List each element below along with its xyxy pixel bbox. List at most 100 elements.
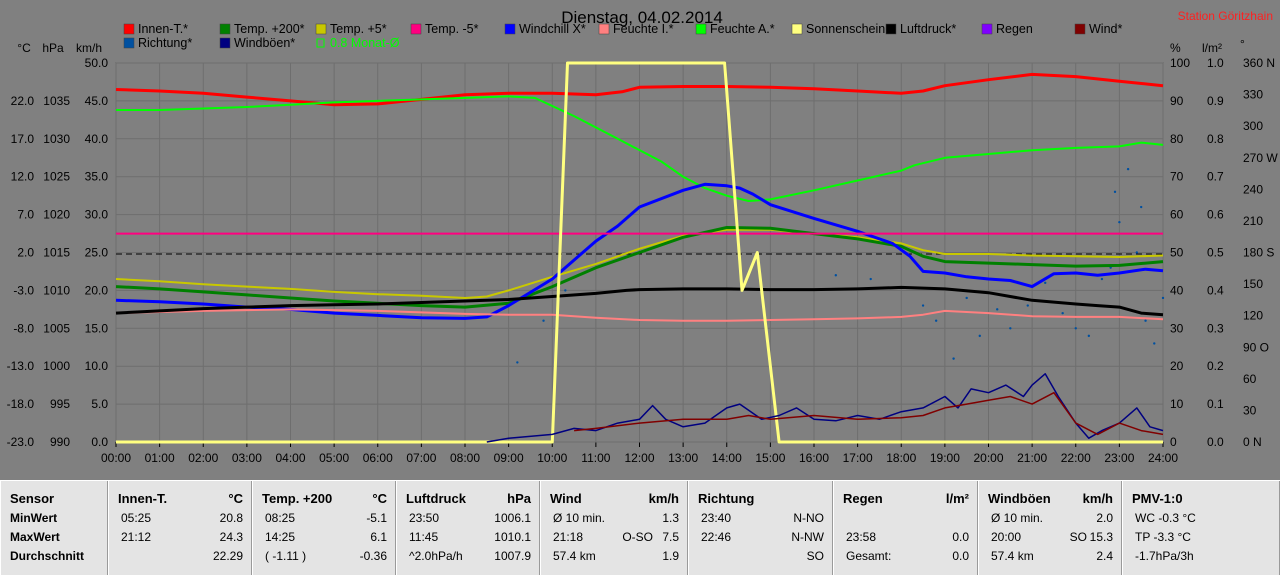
kmh-tick-label: 45.0 — [85, 94, 109, 108]
stats-time: WC -0.3 °C — [1135, 511, 1196, 525]
legend-label: Temp. +5* — [330, 22, 387, 36]
legend-swatch — [410, 23, 422, 35]
stats-value: 6.1 — [370, 530, 387, 544]
legend-swatch — [598, 23, 610, 35]
direction-dot — [1074, 327, 1077, 330]
legend-label: Innen-T.* — [138, 22, 188, 36]
deg-tick-label: 270 W — [1243, 151, 1278, 165]
stats-panel-unit: km/h — [1082, 491, 1113, 506]
stats-time: 11:45 — [409, 530, 439, 544]
x-tick-label: 11:00 — [581, 451, 610, 465]
stats-panel-unit: km/h — [648, 491, 679, 506]
x-tick-label: 06:00 — [363, 451, 393, 465]
lm2-tick-label: 1.0 — [1207, 56, 1224, 70]
direction-dot — [921, 304, 925, 307]
hpa-tick-label: 1005 — [43, 321, 70, 335]
kmh-tick-label: 15.0 — [85, 321, 109, 335]
stats-value: 2.4 — [1096, 549, 1113, 563]
lm2-tick-label: 0.5 — [1207, 246, 1224, 260]
x-tick-label: 13:00 — [668, 451, 698, 465]
x-tick-label: 22:00 — [1061, 451, 1091, 465]
stats-time: 23:58 — [846, 530, 877, 544]
deg-tick-label: 120 — [1243, 309, 1263, 323]
pct-tick-label: 30 — [1170, 321, 1184, 335]
stats-time: Ø 10 min. — [553, 511, 606, 525]
x-tick-label: 19:00 — [930, 451, 960, 465]
legend-label: Temp. -5* — [425, 22, 479, 36]
x-tick-label: 01:00 — [145, 451, 175, 465]
direction-dot — [869, 277, 872, 281]
direction-dot — [1118, 220, 1121, 224]
deg-tick-label: 240 — [1243, 182, 1263, 196]
stats-panel-title: Sensor — [10, 491, 55, 506]
legend-label: Feuchte A.* — [710, 22, 775, 36]
stats-value: 1.9 — [662, 549, 679, 563]
x-tick-label: 03:00 — [232, 451, 262, 465]
direction-dot — [1153, 342, 1156, 345]
deg-tick-label: 0 N — [1243, 435, 1262, 449]
weather-chart: 00:00 01:00 02:00 03:00 04:00 05:00 06:00 07:00… — [6, 8, 1279, 465]
stats-row-label: MinWert — [10, 511, 58, 525]
unit-lm2-label: l/m² — [1202, 41, 1222, 55]
stats-extra: SO — [1069, 530, 1087, 544]
stats-panel-title: Innen-T. — [118, 491, 168, 506]
pct-tick-label: 70 — [1170, 170, 1184, 184]
deg-tick-label: 30 — [1243, 403, 1257, 417]
stats-time: 21:18 — [553, 530, 584, 544]
stats-value: 1007.9 — [494, 549, 531, 563]
lm2-tick-label: 0.9 — [1207, 94, 1224, 108]
series-line — [116, 95, 1164, 202]
temp-tick-label: -18.0 — [7, 397, 35, 411]
x-tick-label: 09:00 — [494, 451, 524, 465]
stats-value: -5.1 — [366, 511, 387, 525]
x-tick-label: 08:00 — [450, 451, 480, 465]
x-tick-label: 14:00 — [712, 451, 742, 465]
stats-panel-title: Richtung — [698, 491, 755, 506]
deg-tick-label: 60 — [1243, 372, 1257, 386]
legend-swatch — [315, 23, 327, 35]
x-tick-label: 07:00 — [406, 451, 436, 465]
stats-panel: Wind km/h Ø 10 min. 1.3 21:18 O-SO 7.5 57.4 km 1… — [540, 481, 688, 575]
hpa-tick-label: 1020 — [43, 208, 70, 222]
hpa-tick-label: 1030 — [43, 132, 70, 146]
deg-tick-label: 330 — [1243, 88, 1263, 102]
stats-value: 2.0 — [1096, 511, 1113, 525]
legend-label: Sonnenschein — [806, 22, 885, 36]
stats-panel: Luftdruck hPa 23:50 1006.1 11:45 1010.1 ^2.0hP… — [396, 481, 540, 575]
deg-tick-label: 180 S — [1243, 246, 1274, 260]
temp-tick-label: 2.0 — [17, 246, 34, 260]
legend-swatch — [123, 37, 135, 49]
x-tick-label: 04:00 — [275, 451, 305, 465]
series-line — [116, 61, 1163, 444]
direction-dot — [1044, 281, 1047, 285]
legend-swatch — [791, 23, 803, 35]
station-name: Station Göritzhain — [1178, 9, 1273, 23]
deg-tick-label: 90 O — [1243, 340, 1269, 354]
unit-hpa-label: hPa — [42, 41, 64, 55]
direction-dot — [1135, 251, 1139, 254]
legend-swatch — [695, 23, 707, 35]
stats-value: 24.3 — [219, 530, 243, 544]
stats-panel: Windböen km/h Ø 10 min. 2.0 20:00 SO 15.3 57.4 … — [978, 481, 1122, 575]
pct-tick-label: 20 — [1170, 359, 1184, 373]
pct-tick-label: 90 — [1170, 94, 1184, 108]
x-tick-label: 17:00 — [843, 451, 873, 465]
stats-value: 1.3 — [662, 511, 679, 525]
unit-pct-label: % — [1170, 41, 1181, 55]
x-tick-label: 16:00 — [799, 451, 829, 465]
pct-tick-label: 10 — [1170, 397, 1184, 411]
temp-tick-label: -13.0 — [7, 359, 35, 373]
pct-tick-label: 60 — [1170, 208, 1184, 222]
stats-panel-unit: l/m² — [945, 491, 969, 506]
legend-swatch — [981, 23, 993, 35]
unit-deg-label: ° — [1240, 37, 1245, 51]
legend-swatch — [219, 23, 231, 35]
pct-tick-label: 80 — [1170, 132, 1184, 146]
x-tick-label: 12:00 — [624, 451, 654, 465]
legend-label: Regen — [996, 22, 1033, 36]
pct-tick-label: 0 — [1170, 435, 1177, 449]
series-line — [115, 72, 1164, 107]
legend-label: Windchill X* — [519, 22, 586, 36]
chart-title: Dienstag, 04.02.2014 — [561, 8, 723, 27]
stats-value: 1010.1 — [494, 530, 531, 544]
